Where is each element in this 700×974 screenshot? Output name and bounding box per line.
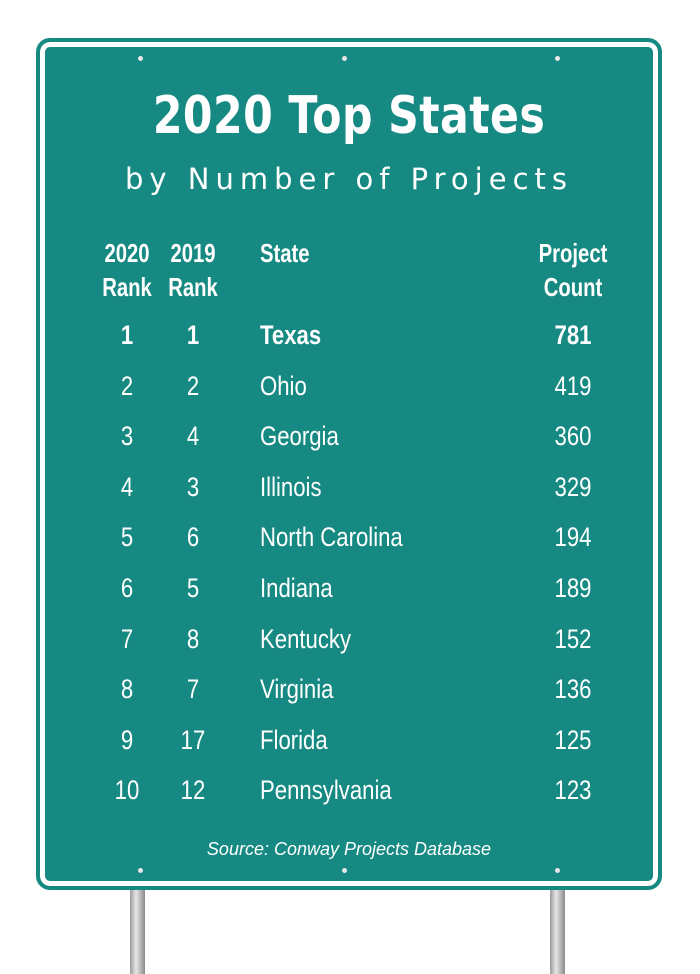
header-2020-rank: 2020 Rank: [100, 236, 155, 304]
rank-2019-cell: 3: [186, 471, 200, 502]
header-project-count-line2: Count: [543, 272, 603, 302]
rank-2020-cell: 9: [120, 724, 134, 755]
sign-title: 2020 Top States: [152, 86, 546, 146]
header-project-count: Project Count: [538, 236, 608, 304]
rank-2020-cell: 5: [120, 522, 134, 553]
project-count-cell: 781: [554, 320, 592, 350]
sign-post-left: [130, 890, 145, 974]
table-row: 5 6 North Carolina 194: [40, 522, 658, 572]
state-cell: Pennsylvania: [260, 775, 392, 806]
table-row: 9 17 Florida 125: [40, 725, 658, 775]
bolt-bottom-left: [138, 868, 143, 873]
rank-2019-cell: 2: [186, 370, 200, 401]
bolt-top-left: [138, 56, 143, 61]
bolt-bottom-right: [555, 868, 560, 873]
table-row: 7 8 Kentucky 152: [40, 624, 658, 674]
state-cell: North Carolina: [260, 522, 403, 553]
state-cell: Illinois: [260, 471, 322, 502]
header-state: State: [260, 236, 354, 270]
state-cell: Florida: [260, 724, 328, 755]
header-project-count-line1: Project: [538, 238, 608, 268]
table-row: 2 2 Ohio 419: [40, 371, 658, 421]
project-count-cell: 360: [554, 421, 592, 452]
state-cell: Indiana: [260, 573, 333, 603]
state-cell: Texas: [260, 320, 322, 350]
bolt-bottom-center: [342, 868, 347, 873]
rank-2019-cell: 6: [186, 522, 200, 553]
rank-2020-cell: 3: [120, 421, 134, 452]
sign-inner-border: [48, 50, 650, 878]
project-count-cell: 123: [554, 775, 592, 806]
project-count-cell: 419: [554, 370, 592, 401]
rank-2020-cell: 2: [120, 370, 134, 401]
project-count-cell: 136: [554, 674, 592, 705]
header-2020-rank-line1: 2020: [104, 238, 150, 268]
project-count-cell: 152: [554, 623, 592, 654]
rank-2020-cell: 10: [114, 775, 140, 806]
table-row: 4 3 Illinois 329: [40, 472, 658, 522]
project-count-cell: 189: [554, 573, 592, 603]
rank-2019-cell: 1: [186, 320, 200, 350]
rank-2020-cell: 1: [120, 320, 134, 350]
rank-2020-cell: 4: [120, 471, 134, 502]
sign-subtitle: by Number of Projects: [124, 162, 573, 196]
rank-2019-cell: 7: [186, 674, 200, 705]
rank-2019-cell: 8: [186, 623, 200, 654]
rank-2019-cell: 5: [186, 573, 200, 603]
rank-2020-cell: 8: [120, 674, 134, 705]
rank-2019-cell: 4: [186, 421, 200, 452]
rank-2019-cell: 17: [180, 724, 206, 755]
header-2020-rank-line2: Rank: [102, 272, 152, 302]
table-row: 3 4 Georgia 360: [40, 421, 658, 471]
table-row: 8 7 Virginia 136: [40, 674, 658, 724]
project-count-cell: 194: [554, 522, 592, 553]
project-count-cell: 125: [554, 724, 592, 755]
project-count-cell: 329: [554, 471, 592, 502]
rank-2019-cell: 12: [180, 775, 206, 806]
state-cell: Georgia: [260, 421, 339, 452]
header-state-label: State: [260, 238, 310, 268]
state-cell: Virginia: [260, 674, 334, 705]
bolt-top-right: [555, 56, 560, 61]
header-2019-rank-line2: Rank: [168, 272, 218, 302]
table-row: 6 5 Indiana 189: [40, 573, 658, 623]
highway-sign: 2020 Top States by Number of Projects 20…: [36, 38, 662, 890]
state-cell: Kentucky: [260, 623, 352, 654]
table-row: 10 12 Pennsylvania 123: [40, 775, 658, 825]
bolt-top-center: [342, 56, 347, 61]
rank-2020-cell: 7: [120, 623, 134, 654]
header-2019-rank-line1: 2019: [170, 238, 216, 268]
rank-2020-cell: 6: [120, 573, 134, 603]
header-2019-rank: 2019 Rank: [166, 236, 221, 304]
table-row: 1 1 Texas 781: [40, 320, 658, 370]
source-note: Source: Conway Projects Database: [206, 839, 492, 859]
sign-post-right: [550, 890, 565, 974]
state-cell: Ohio: [260, 370, 307, 401]
